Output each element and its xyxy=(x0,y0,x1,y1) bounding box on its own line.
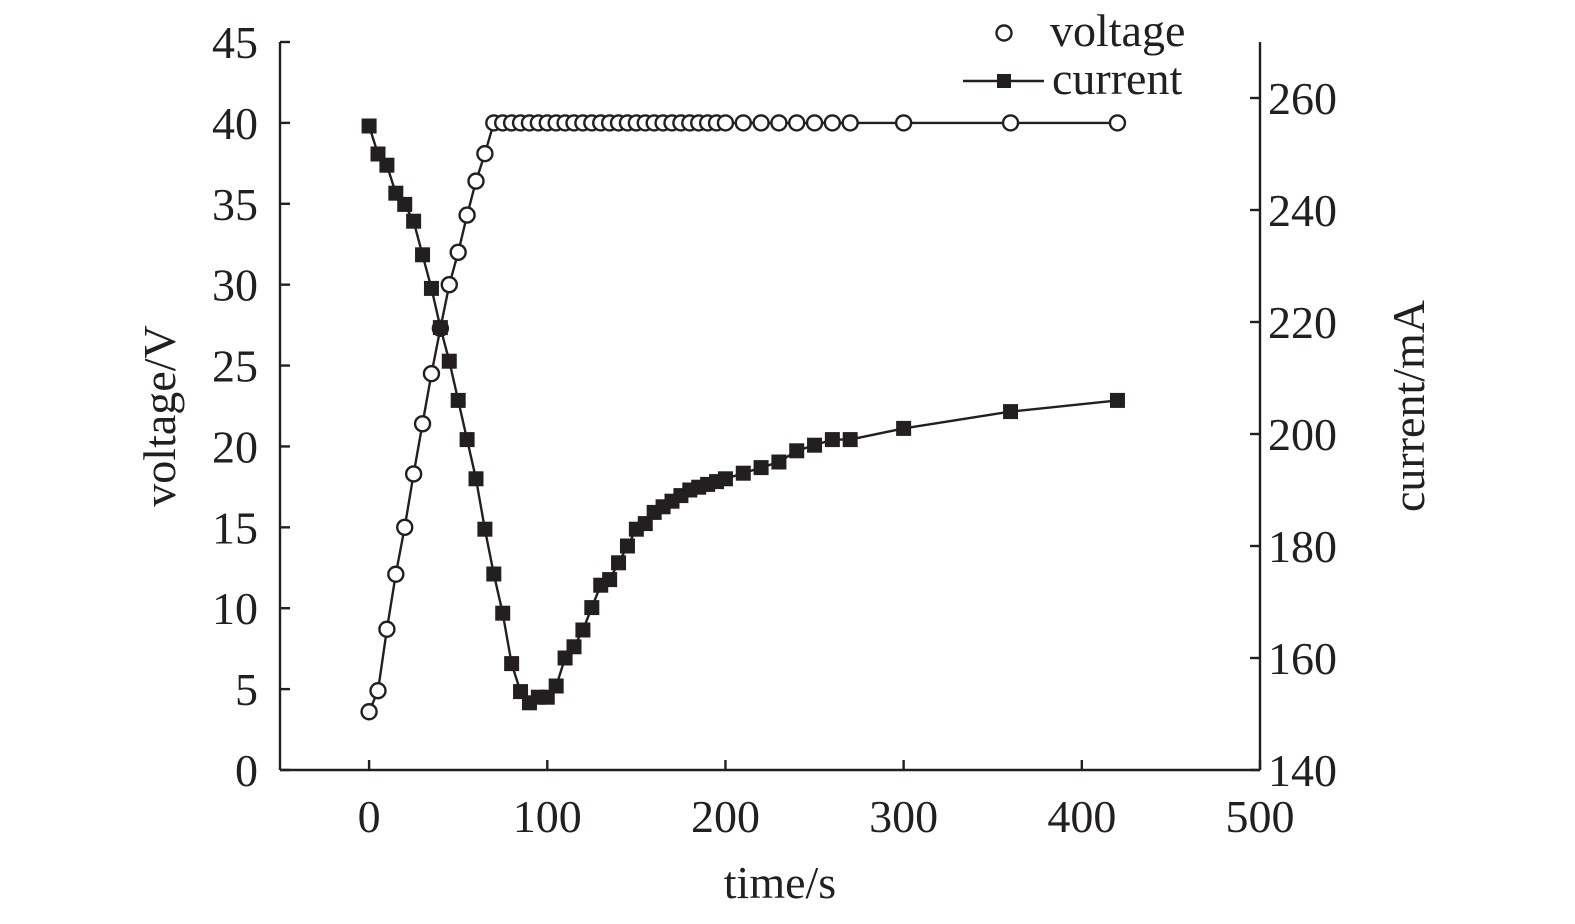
data-point-current xyxy=(1109,392,1125,408)
data-point-voltage xyxy=(404,465,423,483)
x-tick-label: 300 xyxy=(869,791,938,842)
y-tick-label: 10 xyxy=(212,583,258,634)
legend: voltage current xyxy=(963,5,1185,104)
data-point-voltage xyxy=(360,703,378,721)
data-point-current xyxy=(611,555,627,571)
data-point-voltage xyxy=(805,114,824,132)
data-point-current xyxy=(397,196,413,212)
y2-tick-label: 220 xyxy=(1268,297,1337,348)
plot-area xyxy=(360,114,1127,721)
x-tick-label: 0 xyxy=(358,791,381,842)
data-point-voltage xyxy=(422,364,441,383)
legend-label-voltage: voltage xyxy=(1050,5,1185,56)
y2-tick-label: 180 xyxy=(1268,521,1337,572)
y-tick-label: 45 xyxy=(212,17,258,68)
data-point-current xyxy=(477,521,493,537)
data-point-current xyxy=(361,118,377,134)
x-tick-label: 400 xyxy=(1047,791,1116,842)
data-point-voltage xyxy=(467,172,485,190)
data-point-voltage xyxy=(1108,114,1127,132)
data-point-voltage xyxy=(823,114,842,132)
x-tick-label: 200 xyxy=(691,791,760,842)
data-point-voltage xyxy=(734,114,752,132)
data-point-voltage xyxy=(788,114,806,132)
legend-entry-voltage: voltage xyxy=(995,5,1185,56)
data-point-current xyxy=(789,443,805,459)
data-point-voltage xyxy=(458,206,476,224)
y2-tick-label: 160 xyxy=(1268,633,1337,684)
data-point-current xyxy=(495,605,511,621)
data-point-current xyxy=(619,538,635,554)
data-point-current xyxy=(441,353,457,369)
data-point-current xyxy=(406,213,422,229)
data-point-current xyxy=(486,566,502,582)
x-tick-label: 100 xyxy=(513,791,582,842)
data-point-current xyxy=(548,678,564,694)
data-point-voltage xyxy=(440,275,458,294)
data-point-voltage xyxy=(476,144,494,163)
y-tick-label: 25 xyxy=(212,341,258,392)
data-point-voltage xyxy=(369,682,387,700)
data-point-current xyxy=(468,471,484,487)
data-point-voltage xyxy=(752,114,770,132)
data-point-current xyxy=(896,420,912,436)
y2-tick-label: 240 xyxy=(1268,185,1337,236)
y-axis-title: voltage/V xyxy=(134,325,185,506)
data-point-current xyxy=(566,639,582,655)
data-point-current xyxy=(717,471,733,487)
data-point-current xyxy=(1003,404,1019,420)
y2-axis-title: current/mA xyxy=(1383,300,1434,512)
data-point-current xyxy=(842,432,858,448)
data-point-current xyxy=(575,622,591,638)
axes: 0 100 200 300 400 500 0 5 10 15 20 25 30 35 40 45 140 160… xyxy=(212,17,1337,842)
data-point-voltage xyxy=(894,114,913,132)
y-tick-label: 35 xyxy=(212,179,258,230)
data-point-current xyxy=(504,656,520,672)
data-point-current xyxy=(824,432,840,448)
data-point-current xyxy=(459,432,475,448)
data-point-voltage xyxy=(387,565,405,583)
data-point-voltage xyxy=(449,243,467,262)
y-tick-label: 0 xyxy=(235,745,258,796)
data-point-current xyxy=(584,600,600,616)
data-point-voltage xyxy=(396,518,414,537)
data-point-voltage xyxy=(1001,114,1020,132)
x-tick-label: 500 xyxy=(1226,791,1295,842)
legend-marker-current xyxy=(997,74,1011,88)
y-tick-label: 20 xyxy=(212,421,258,472)
data-point-current xyxy=(450,392,466,408)
data-point-voltage xyxy=(378,620,396,638)
data-point-current xyxy=(379,157,395,173)
y-tick-label: 40 xyxy=(212,98,258,149)
data-point-current xyxy=(807,437,823,453)
y-tick-label: 30 xyxy=(212,260,258,311)
legend-entry-current: current xyxy=(963,53,1182,104)
y2-tick-label: 140 xyxy=(1268,745,1337,796)
y-tick-label: 5 xyxy=(235,664,258,715)
series-current xyxy=(361,118,1125,711)
legend-label-current: current xyxy=(1052,53,1182,104)
data-point-current xyxy=(432,320,448,336)
data-point-current xyxy=(771,454,787,470)
y2-tick-label: 200 xyxy=(1268,409,1337,460)
data-point-voltage xyxy=(841,114,859,132)
series-voltage xyxy=(360,114,1127,721)
data-point-current xyxy=(423,280,439,296)
data-point-voltage xyxy=(413,415,432,433)
data-point-current xyxy=(415,247,431,263)
x-axis-title: time/s xyxy=(724,857,836,908)
legend-marker-voltage xyxy=(995,24,1013,42)
data-point-current xyxy=(735,465,751,481)
data-point-voltage xyxy=(716,114,735,132)
data-point-voltage xyxy=(770,114,788,132)
y-tick-label: 15 xyxy=(212,502,258,553)
data-point-current xyxy=(602,572,618,588)
y2-tick-label: 260 xyxy=(1268,73,1337,124)
data-point-current xyxy=(753,460,769,476)
